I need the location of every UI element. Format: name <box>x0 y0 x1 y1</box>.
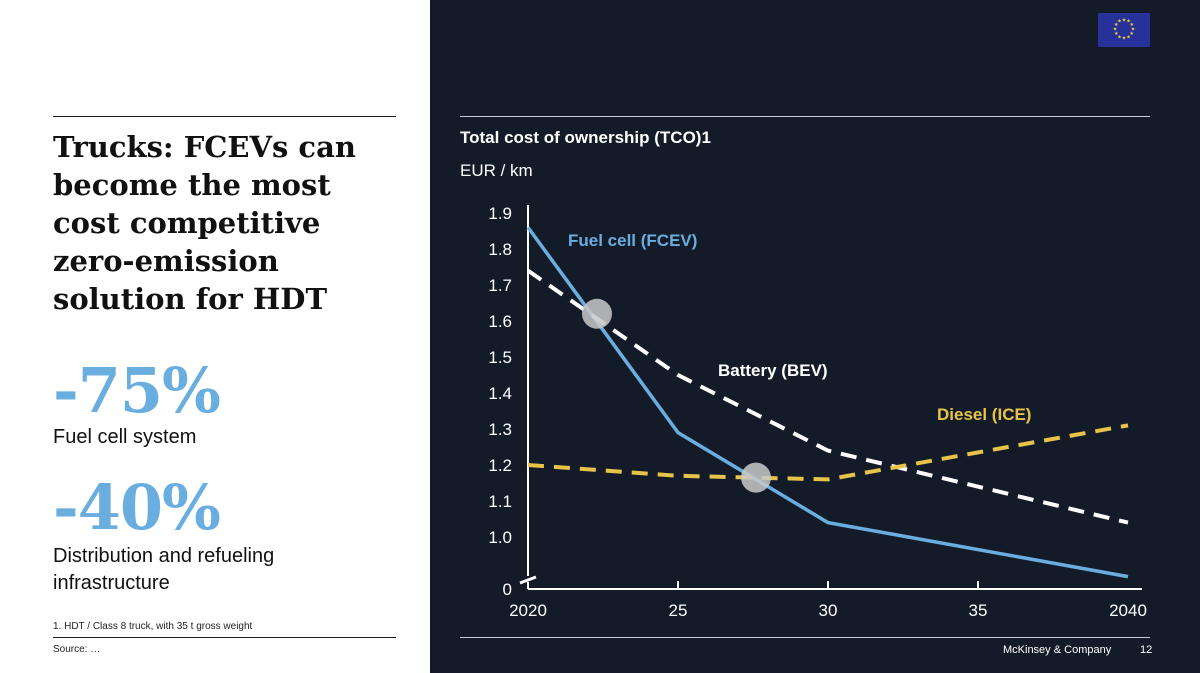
eu-flag-icon: ★ ★ ★ ★ ★ ★ ★ ★ ★ ★ ★ ★ <box>1098 13 1150 47</box>
svg-text:★: ★ <box>1122 18 1127 24</box>
svg-text:★: ★ <box>1117 34 1122 40</box>
y-tick-label: 1.9 <box>488 204 512 223</box>
x-tick-label: 2040 <box>1109 601 1147 620</box>
bev-series-label: Battery (BEV) <box>718 361 828 380</box>
stat-fuel-cell-label: Fuel cell system <box>53 426 197 448</box>
diesel-line <box>527 423 1129 482</box>
x-tick-label: 25 <box>669 601 688 620</box>
diesel-series-label: Diesel (ICE) <box>937 405 1031 424</box>
y-tick-label: 1.0 <box>488 528 512 547</box>
chart-bottom-divider <box>460 637 1150 638</box>
y-tick-label: 1.4 <box>488 384 512 403</box>
stat-infrastructure-value: -40% <box>53 471 221 544</box>
svg-text:★: ★ <box>1114 31 1119 37</box>
svg-text:★: ★ <box>1130 31 1135 37</box>
text-panel: Trucks: FCEVs can become the most cost c… <box>0 0 430 673</box>
svg-text:★: ★ <box>1122 36 1127 42</box>
svg-text:★: ★ <box>1126 34 1131 40</box>
y-axis-unit-label: EUR / km <box>460 161 533 180</box>
svg-text:★: ★ <box>1126 19 1131 25</box>
y-tick-label: 1.2 <box>488 456 512 475</box>
bev-line <box>526 268 1129 525</box>
bottom-divider <box>53 637 396 638</box>
top-divider <box>53 116 396 117</box>
stat-infrastructure-label: Distribution and refueling infrastructur… <box>53 545 275 594</box>
y-tick-label: 1.3 <box>488 420 512 439</box>
chart-panel <box>430 0 1200 673</box>
stat-fuel-cell-value: -75% <box>53 354 221 427</box>
chart-title: Total cost of ownership (TCO)1 <box>460 128 711 147</box>
svg-text:★: ★ <box>1114 22 1119 28</box>
svg-text:★: ★ <box>1130 22 1135 28</box>
svg-text:★: ★ <box>1117 19 1122 25</box>
fcev-series-label: Fuel cell (FCEV) <box>568 231 697 250</box>
y-tick-label: 1.7 <box>488 276 512 295</box>
fcev-bev-crossover-marker <box>582 298 612 329</box>
svg-text:★: ★ <box>1131 27 1136 33</box>
y-tick-label-zero: 0 <box>503 580 512 599</box>
page-number: 12 <box>1140 644 1153 656</box>
fcev-ice-crossover-marker <box>741 462 771 493</box>
y-tick-label: 1.8 <box>488 240 512 259</box>
fcev-line <box>526 226 1129 579</box>
slide-headline: Trucks: FCEVs can become the most cost c… <box>53 130 356 316</box>
source-note: Source: … <box>53 644 101 655</box>
x-tick-label: 35 <box>969 601 988 620</box>
footnote: 1. HDT / Class 8 truck, with 35 t gross … <box>53 621 253 632</box>
x-tick-label: 30 <box>819 601 838 620</box>
y-tick-label: 1.5 <box>488 348 512 367</box>
y-tick-label: 1.1 <box>488 492 512 511</box>
chart-top-divider <box>460 116 1150 117</box>
axis-break-mark <box>519 575 537 585</box>
x-tick-label: 2020 <box>509 601 547 620</box>
svg-text:★: ★ <box>1113 27 1118 33</box>
y-tick-label: 1.6 <box>488 312 512 331</box>
brand-name: McKinsey & Company <box>1003 644 1112 656</box>
